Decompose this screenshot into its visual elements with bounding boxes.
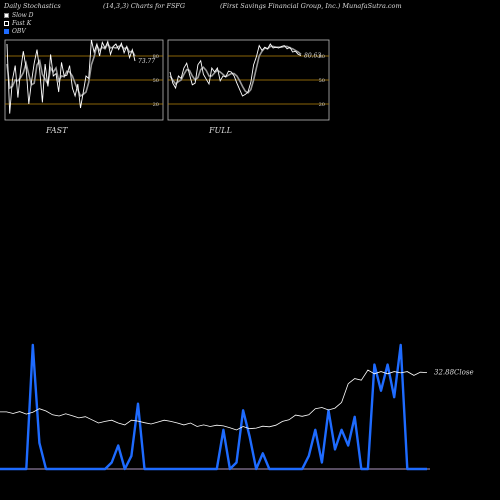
legend-label: Fast K: [12, 19, 32, 27]
y-tick-label: 20: [153, 102, 159, 108]
legend-swatch-fast-k: [4, 20, 9, 26]
legend-swatch-obv: [4, 28, 9, 34]
series-fast-k-full: [169, 43, 302, 97]
panel-label-full: FULL: [209, 126, 232, 135]
legend-label: OBV: [12, 27, 26, 35]
series-fast-k-fast: [6, 39, 136, 114]
series-close: [0, 369, 428, 431]
chart-source: (First Savings Financial Group, Inc.) Mu…: [220, 2, 402, 10]
y-tick-label: 80: [153, 54, 159, 60]
chart-subtitle: (14,3,3) Charts for FSFG: [103, 2, 186, 10]
last-value-label-full: 80.63: [304, 52, 321, 59]
y-tick-label: 50: [153, 78, 159, 84]
series-slow-d-full: [169, 45, 302, 94]
chart-title: Daily Stochastics: [4, 2, 61, 10]
legend-label: Slow D: [12, 11, 34, 19]
legend-swatch-slow-d: [4, 12, 9, 18]
panel-label-fast: FAST: [46, 126, 68, 135]
last-value-label-fast: 73.77: [138, 58, 155, 65]
legend: Slow D Fast K OBV: [4, 11, 34, 35]
y-tick-label: 80: [319, 54, 325, 60]
legend-item-fast-k: Fast K: [4, 19, 34, 27]
series-obv: [0, 343, 427, 471]
last-close-label: 32.88Close: [434, 369, 474, 377]
y-tick-label: 50: [319, 78, 325, 84]
y-tick-label: 20: [319, 102, 325, 108]
legend-item-obv: OBV: [4, 27, 34, 35]
legend-item-slow-d: Slow D: [4, 11, 34, 19]
